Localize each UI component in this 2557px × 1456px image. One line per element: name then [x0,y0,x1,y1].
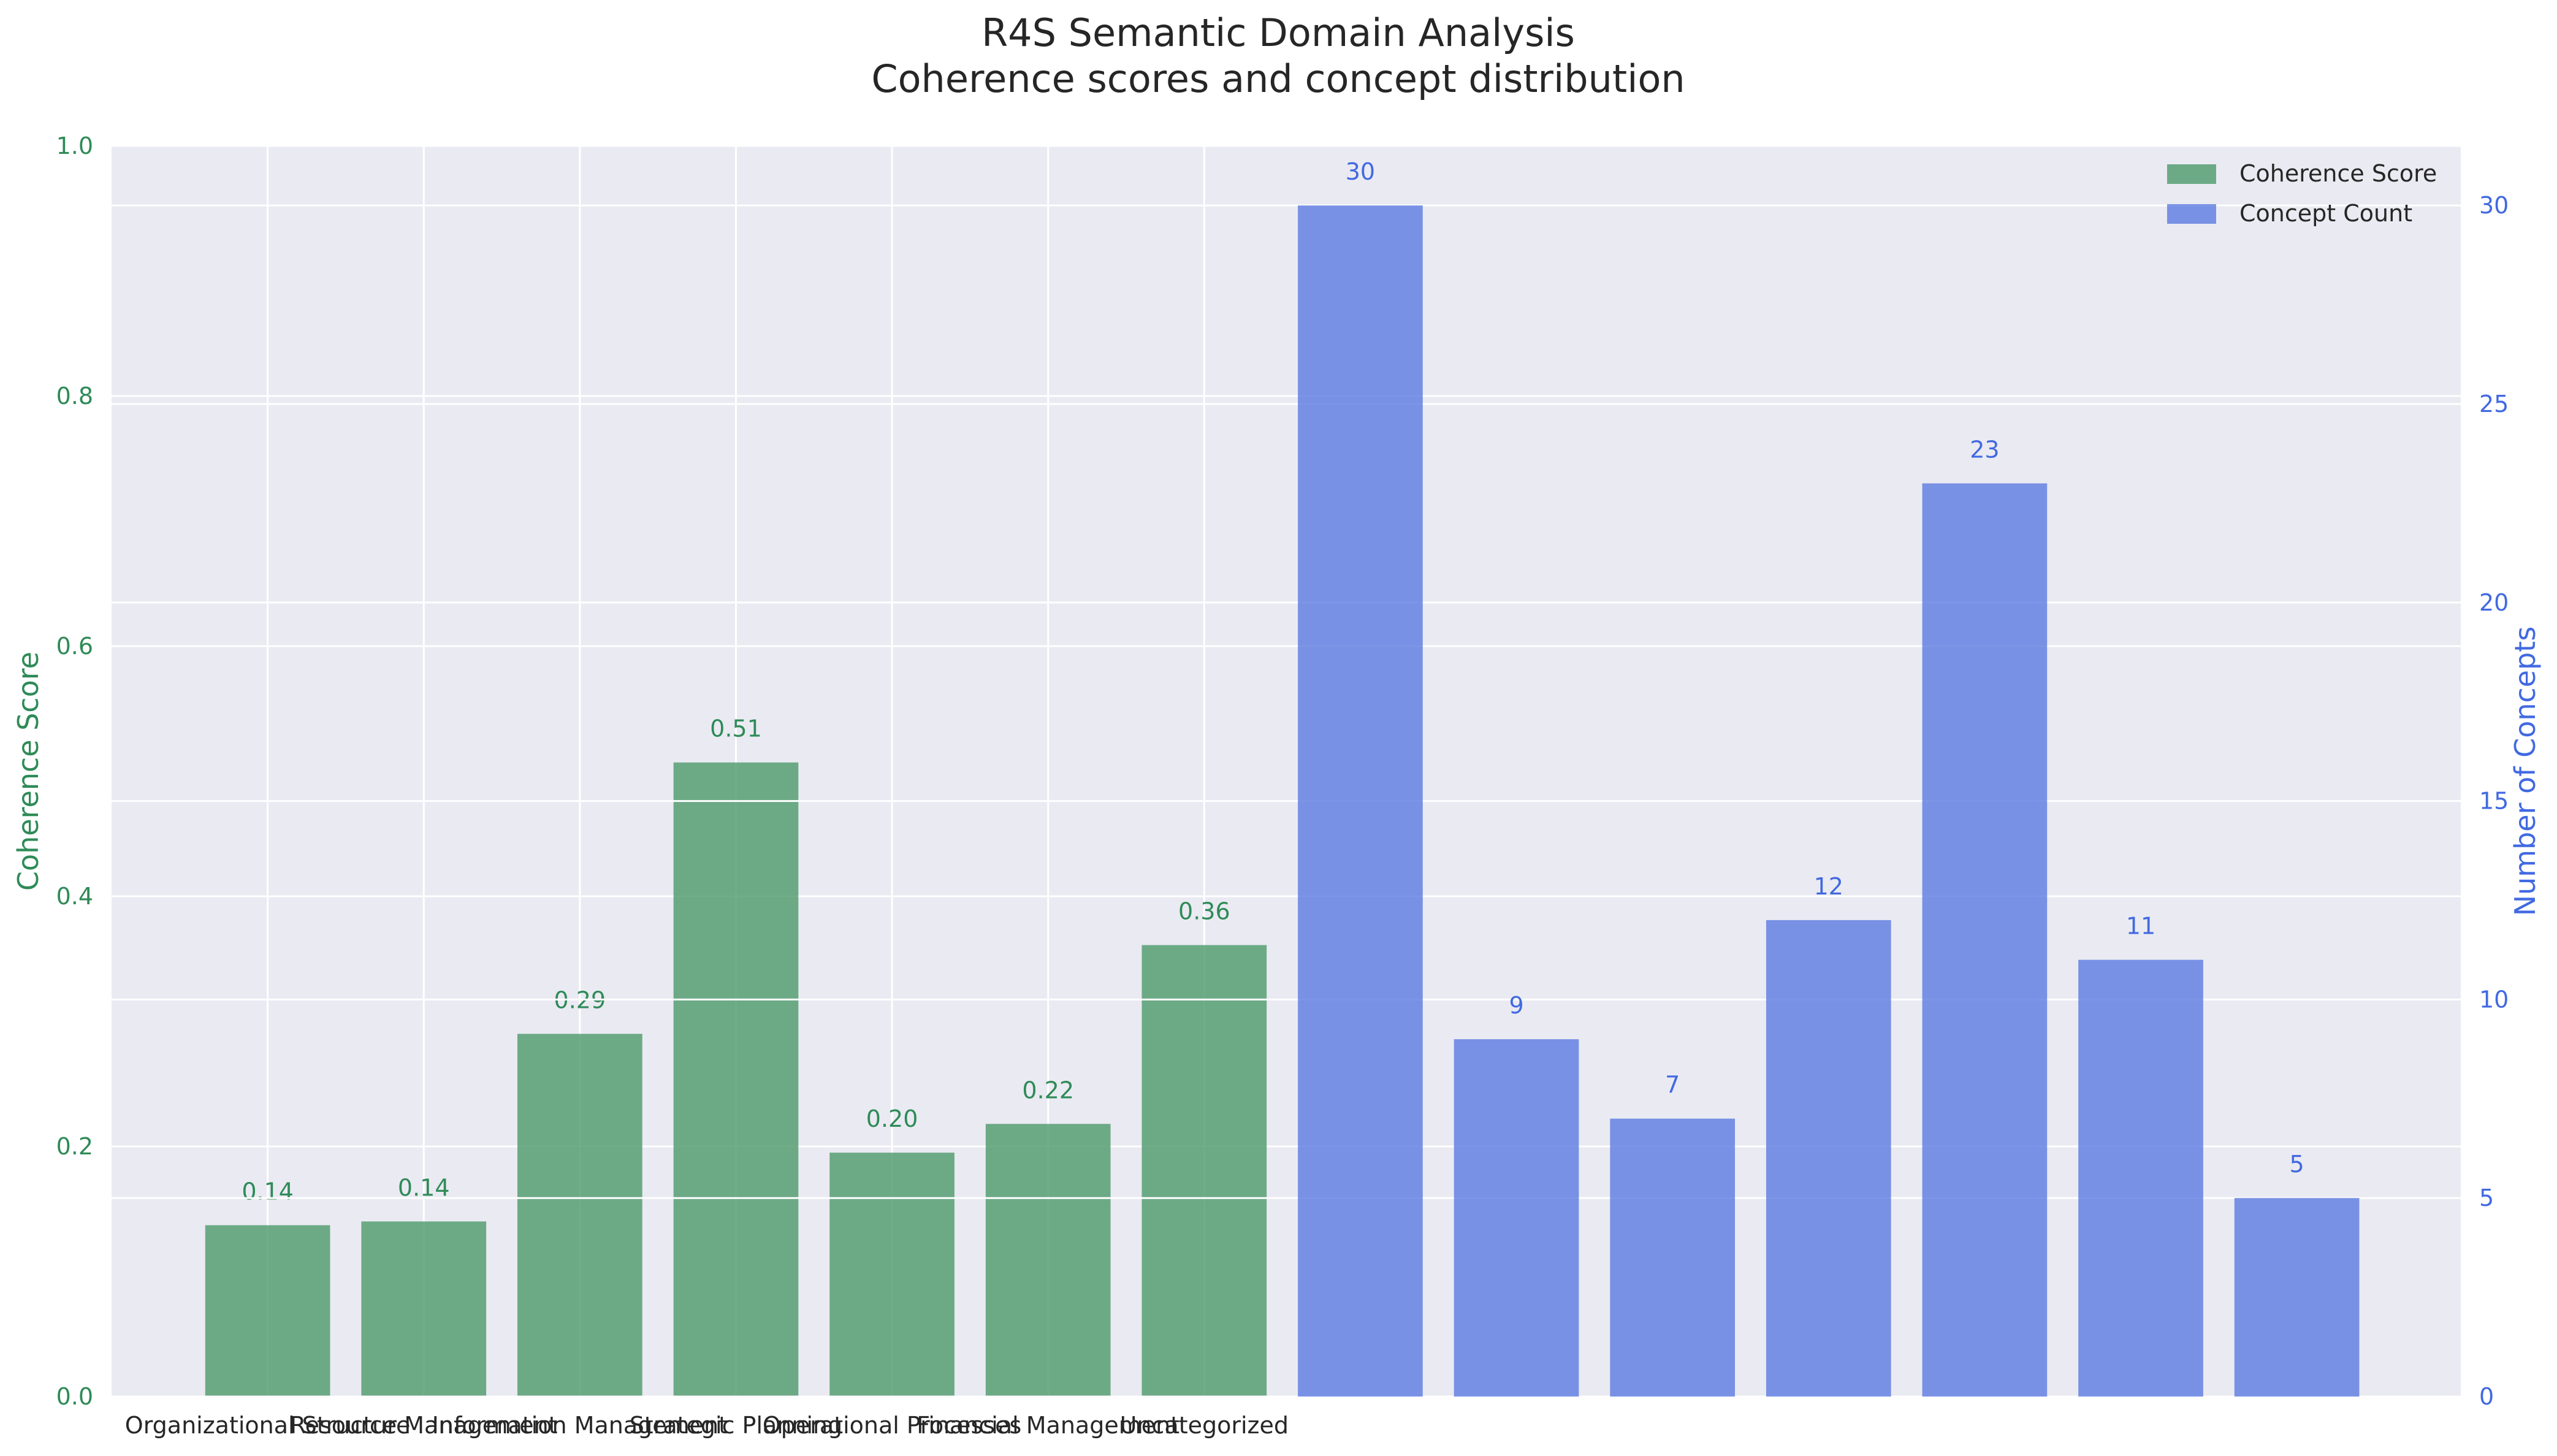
concept-count-value-label: 9 [1509,992,1523,1019]
coherence-bar [673,762,799,1397]
x-tick-label: Financial Management [916,1412,1179,1439]
concept-count-bar [1610,1118,1736,1397]
concept-count-bar [2078,959,2203,1397]
y-left-tick-label: 1.0 [56,132,93,159]
coherence-bar [1141,945,1267,1397]
y-right-tick-label: 20 [2479,589,2509,616]
concept-count-value-label: 7 [1665,1072,1680,1099]
y-left-tick-label: 0.8 [56,383,93,410]
chart-title: R4S Semantic Domain Analysis [981,10,1575,55]
y-right-tick-label: 15 [2479,788,2509,815]
y-right-tick-label: 0 [2479,1383,2494,1410]
x-tick-label: Strategic Planning [630,1412,843,1439]
coherence-bar [205,1225,330,1397]
coherence-value-label: 0.20 [866,1105,918,1132]
plot-background [112,146,2461,1397]
y-right-tick-label: 5 [2479,1184,2494,1211]
coherence-bar [829,1153,955,1397]
concept-count-bar [1922,483,2048,1397]
y-right-tick-label: 30 [2479,192,2509,219]
concept-count-value-label: 5 [2290,1151,2304,1178]
y-left-tick-label: 0.6 [56,633,93,660]
coherence-bar [517,1034,642,1397]
concept-count-bar [2234,1198,2360,1397]
legend-label: Coherence Score [2239,160,2437,187]
y-left-tick-label: 0.4 [56,883,93,910]
y-right-tick-label: 10 [2479,986,2509,1013]
x-tick-label: Organizational Structure [125,1412,411,1439]
concept-count-value-label: 12 [1814,873,1843,900]
coherence-value-label: 0.36 [1178,898,1230,925]
chart-subtitle: Coherence scores and concept distributio… [871,56,1685,101]
legend-label: Concept Count [2239,200,2412,227]
concept-count-value-label: 11 [2126,913,2155,940]
x-tick-label: Resource Management [290,1412,558,1439]
concept-count-value-label: 23 [1970,436,1999,463]
coherence-value-label: 0.22 [1022,1077,1074,1103]
x-tick-label: Information Management [432,1412,728,1439]
legend-swatch [2167,204,2216,224]
concept-count-bar [1298,205,1423,1397]
legend-swatch [2167,164,2216,184]
x-tick-label: Operational Processes [763,1412,1021,1439]
coherence-value-label: 0.14 [398,1174,450,1201]
y-left-axis-label: Coherence Score [12,652,45,891]
y-left-tick-label: 0.0 [56,1383,93,1410]
coherence-bar [361,1221,487,1397]
coherence-bar [985,1124,1111,1397]
concept-count-bar [1454,1039,1579,1397]
y-right-tick-label: 25 [2479,391,2509,417]
y-left-tick-label: 0.2 [56,1133,93,1160]
concept-count-value-label: 30 [1346,158,1375,185]
coherence-value-label: 0.51 [710,715,762,742]
x-tick-label: Uncategorized [1120,1412,1289,1439]
concept-count-bar [1766,920,1891,1397]
coherence-value-label: 0.14 [242,1178,294,1205]
y-right-axis-label: Number of Concepts [2509,627,2542,917]
